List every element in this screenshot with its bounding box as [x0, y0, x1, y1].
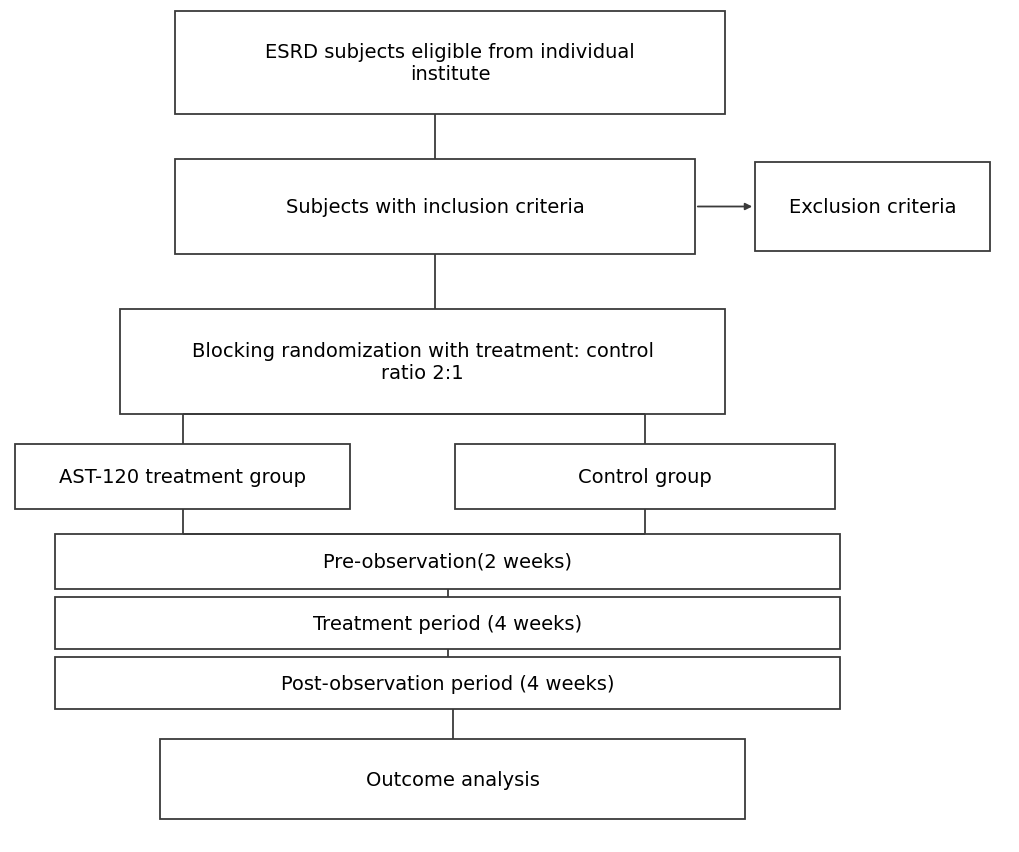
Text: Treatment period (4 weeks): Treatment period (4 weeks) — [313, 613, 582, 633]
Text: AST-120 treatment group: AST-120 treatment group — [59, 468, 306, 486]
Bar — [55, 534, 840, 590]
Bar — [160, 740, 744, 819]
Text: Outcome analysis: Outcome analysis — [365, 769, 539, 789]
Text: Post-observation period (4 weeks): Post-observation period (4 weeks) — [280, 674, 613, 693]
Bar — [55, 597, 840, 649]
Bar — [754, 163, 989, 251]
Text: Blocking randomization with treatment: control
ratio 2:1: Blocking randomization with treatment: c… — [192, 342, 653, 383]
Bar — [55, 657, 840, 709]
Text: Pre-observation(2 weeks): Pre-observation(2 weeks) — [323, 552, 572, 572]
Bar — [454, 445, 835, 509]
Text: Exclusion criteria: Exclusion criteria — [788, 198, 956, 216]
Text: Control group: Control group — [578, 468, 711, 486]
Text: ESRD subjects eligible from individual
institute: ESRD subjects eligible from individual i… — [265, 43, 634, 83]
Bar — [15, 445, 350, 509]
Bar — [175, 12, 725, 115]
Bar — [120, 309, 725, 415]
Text: Subjects with inclusion criteria: Subjects with inclusion criteria — [285, 198, 584, 216]
Bar — [175, 160, 694, 255]
